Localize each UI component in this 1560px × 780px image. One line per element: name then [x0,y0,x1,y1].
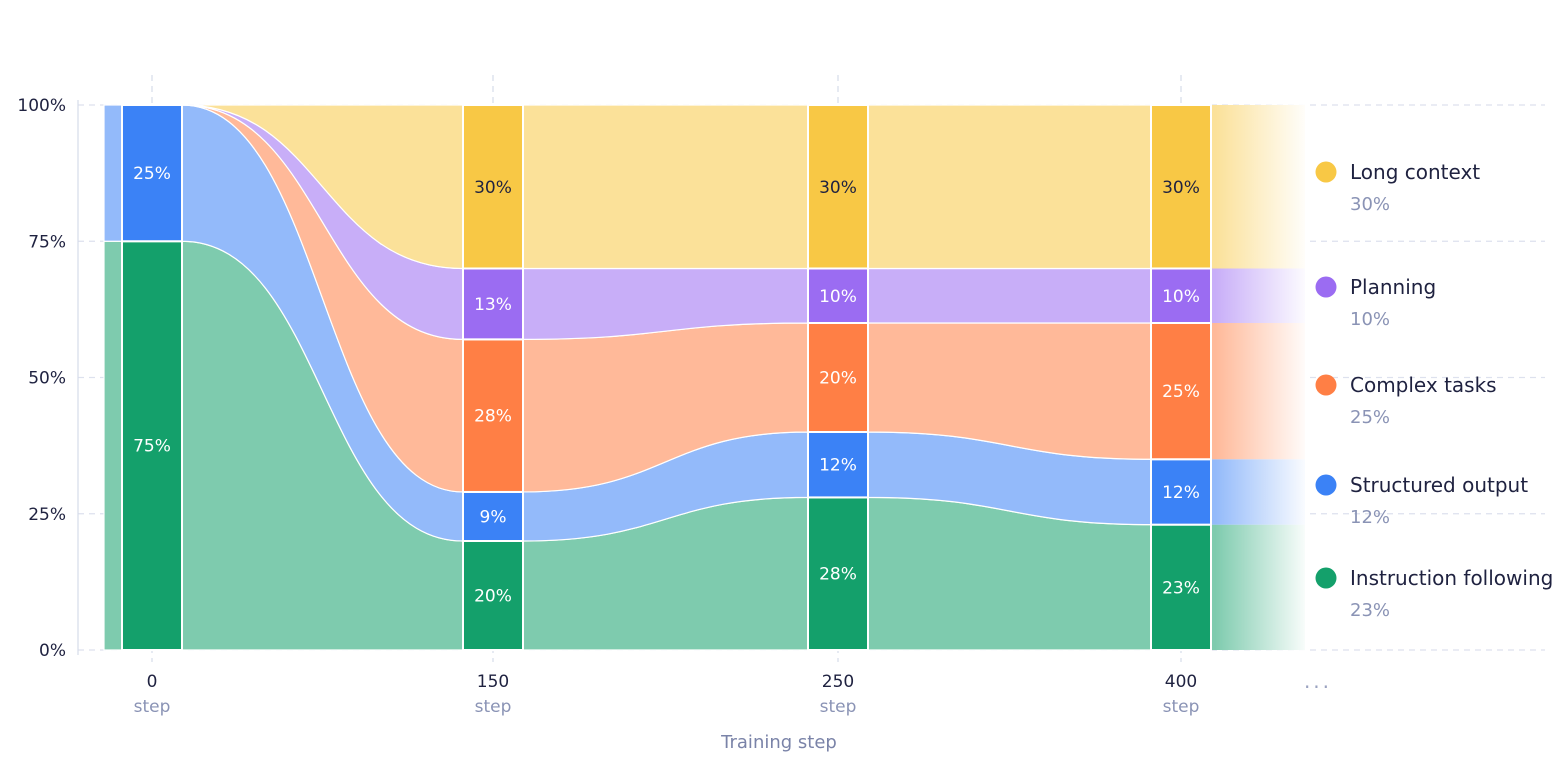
x-tick-label: 250 [822,672,854,692]
x-tick-label: 150 [477,672,509,692]
bar-label: 23% [1162,578,1200,598]
legend-swatch [1315,161,1337,183]
legend-label: Instruction following [1350,566,1553,590]
right-fade [1215,100,1310,655]
flow-long-context [867,104,1152,270]
bar-label: 10% [1162,287,1200,307]
legend-value: 12% [1350,507,1390,528]
bar-complex-tasks-400 [1150,322,1212,461]
flow-head-instruction-following [103,240,123,651]
legend-value: 23% [1350,600,1390,621]
bar-label: 30% [819,178,857,198]
bar-instruction-following-150 [462,540,524,651]
bar-structured-output-0 [121,104,183,243]
legend-label: Long context [1350,160,1480,184]
legend-swatch [1315,374,1337,396]
stacked-bars: 75% 25% 20% 9% 28% 13% 30% 28% 12% 20% 10% 30% 23% 12… [121,104,1212,652]
flow-long-context [522,104,809,270]
bar-label: 75% [133,437,171,457]
bar-label: 9% [480,507,507,527]
bar-instruction-following-400 [1150,523,1212,652]
x-tick-sublabel: step [134,697,171,717]
bar-label: 25% [133,164,171,184]
x-tick-sublabel: step [475,697,512,717]
bar-complex-tasks-150 [462,338,524,493]
flow-long-context [181,104,464,270]
legend-value: 30% [1350,194,1390,215]
x-tick-sublabel: step [1163,697,1200,717]
bar-long-context-250 [807,104,869,270]
x-tick-sublabel: step [820,697,857,717]
flow-head-structured-output [103,104,123,242]
y-tick-label: 25% [28,505,66,525]
legend-value: 25% [1350,407,1390,428]
fade-overlay [1215,100,1310,655]
legend-label: Complex tasks [1350,373,1497,397]
legend-swatch [1315,567,1337,589]
y-tick-label: 0% [39,641,66,661]
bar-planning-400 [1150,267,1212,324]
axes: 0% 25% 50% 75% 100% 0 step 150 step 250 step 400 ste… [17,96,1332,753]
bar-label: 25% [1162,382,1200,402]
bar-planning-150 [462,267,524,341]
x-tick-label: 0 [147,672,158,692]
y-tick-label: 50% [28,369,66,389]
bar-long-context-400 [1150,104,1212,270]
bar-label: 13% [474,295,512,315]
y-tick-label: 100% [17,96,66,116]
bar-structured-output-150 [462,490,524,543]
legend-swatch [1315,276,1337,298]
legend-label: Structured output [1350,473,1528,497]
bar-structured-output-400 [1150,458,1212,526]
bar-label: 28% [819,565,857,585]
bar-long-context-150 [462,104,524,270]
flow-bands [103,104,1305,651]
bar-label: 20% [819,369,857,389]
flow-planning [867,267,1152,324]
bar-label: 20% [474,587,512,607]
continuation-ellipsis: ... [1304,669,1332,693]
bar-instruction-following-0 [121,240,183,651]
bar-label: 12% [819,456,857,476]
bar-label: 30% [474,178,512,198]
legend-value: 10% [1350,309,1390,330]
legend-swatch [1315,474,1337,496]
bar-label: 10% [819,287,857,307]
bar-structured-output-250 [807,431,869,499]
x-axis-title: Training step [720,732,837,753]
bar-complex-tasks-250 [807,322,869,433]
x-tick-label: 400 [1165,672,1197,692]
bar-instruction-following-250 [807,496,869,651]
bar-label: 30% [1162,178,1200,198]
y-tick-label: 75% [28,232,66,252]
bar-label: 28% [474,407,512,427]
legend-label: Planning [1350,275,1436,299]
legend: Long context 30% Planning 10% Complex tasks 2… [1315,160,1553,621]
bar-label: 12% [1162,483,1200,503]
